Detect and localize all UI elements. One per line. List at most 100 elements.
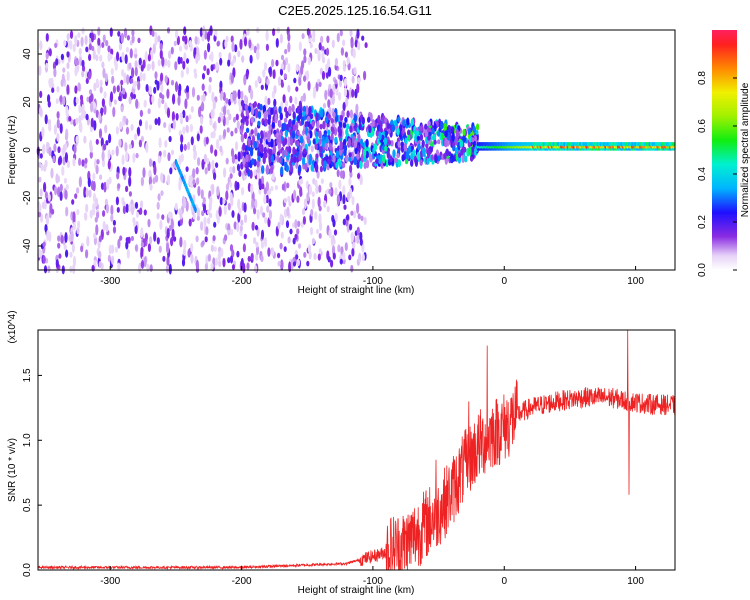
spectrogram-cell xyxy=(353,210,357,219)
spectrogram-cell xyxy=(104,73,108,83)
spectrogram-cell xyxy=(105,39,109,47)
spectrogram-cell xyxy=(327,129,331,136)
spectrogram-cell xyxy=(125,151,129,162)
spectrogram-cell xyxy=(263,61,268,71)
spectrogram-cell xyxy=(253,101,257,108)
spectrogram-cell xyxy=(125,240,129,250)
spectrogram-cell xyxy=(263,194,267,205)
spectrogram-cell xyxy=(197,157,201,167)
spectrogram-cell xyxy=(72,157,76,167)
spectrogram-cell xyxy=(203,153,207,163)
spectrogram-cell xyxy=(132,81,136,89)
spectrogram-cell xyxy=(191,87,196,98)
spectrogram-cell xyxy=(459,139,464,148)
spectrogram-cell xyxy=(43,182,47,193)
spectrogram-cell xyxy=(193,68,197,74)
spectrogram-cell xyxy=(124,54,128,65)
spectrogram-cell xyxy=(432,133,436,142)
spectrogram-cell xyxy=(110,213,114,222)
spectrogram-cell xyxy=(119,121,123,130)
spectrogram-cell xyxy=(353,114,358,123)
spectrogram-cell xyxy=(267,97,271,105)
spectrogram-cell xyxy=(202,202,207,214)
spectrogram-cell xyxy=(181,258,186,267)
spectrogram-cell xyxy=(160,72,164,82)
spectrogram-cell xyxy=(385,159,389,168)
spectrogram-cell xyxy=(118,43,122,51)
spectrogram-cell xyxy=(144,51,148,63)
spectrogram-cell xyxy=(207,253,211,262)
spectrogram-cell xyxy=(396,153,400,159)
spectrogram-cell xyxy=(260,175,265,186)
spectrogram-cell xyxy=(219,57,223,66)
spectrogram-cell xyxy=(250,43,254,50)
spectrogram-cell xyxy=(331,94,335,105)
spectrogram-cell xyxy=(255,108,259,119)
spectrogram-cell xyxy=(106,179,110,190)
spectrogram-cell xyxy=(299,135,304,144)
spectrogram-cell xyxy=(232,90,236,102)
spectrogram-cell xyxy=(128,176,132,187)
spectrogram-cell xyxy=(179,45,183,52)
spectrogram-cell xyxy=(86,235,90,247)
spectrogram-cell xyxy=(161,98,165,105)
spectrogram-cell xyxy=(45,33,49,42)
spectrogram-cell xyxy=(54,186,58,196)
spectrogram-cell xyxy=(216,41,220,47)
spectrogram-cell xyxy=(277,221,281,230)
spectrogram-cell xyxy=(78,176,82,188)
spectrogram-cell xyxy=(336,169,340,178)
spectrogram-cell xyxy=(307,56,311,66)
spectrogram-cell xyxy=(245,127,250,133)
spectrogram-cell xyxy=(168,50,172,59)
spectrogram-cell xyxy=(153,231,157,242)
spectrogram-cell xyxy=(154,118,158,126)
spectrogram-cell xyxy=(250,129,254,135)
spectrogram-cell xyxy=(84,157,88,164)
spectrogram-cell xyxy=(112,106,116,118)
colorbar-ticks: 0.0 0.2 0.4 0.6 0.8 xyxy=(697,71,737,277)
spectrogram-cell xyxy=(163,149,167,158)
spectrogram-cell xyxy=(192,178,196,186)
spectrogram-cell xyxy=(254,224,259,231)
spectrogram-cell xyxy=(304,162,308,172)
spectrogram-cell xyxy=(68,116,72,122)
spectrogram-cell xyxy=(335,150,340,159)
spectrogram-cell xyxy=(48,231,52,242)
spectrogram-cell xyxy=(38,176,42,183)
spectrogram-cell xyxy=(427,135,431,141)
y-tick-label: 1.0 xyxy=(22,433,33,447)
spectrogram-cell xyxy=(128,202,132,213)
spectrogram-x-ticks: -300 -200 -100 0 100 xyxy=(100,266,644,287)
spectrogram-cell xyxy=(368,125,372,134)
spectrogram-cell xyxy=(259,205,264,216)
spectrogram-cell xyxy=(300,95,304,102)
x-tick-label: -300 xyxy=(100,576,120,587)
spectrogram-cell xyxy=(298,41,302,52)
spectrogram-cell xyxy=(90,32,95,43)
spectrogram-cell xyxy=(166,242,170,254)
spectrogram-cell xyxy=(250,183,254,195)
spectrogram-cell xyxy=(295,86,299,92)
spectrogram-cell xyxy=(247,138,251,147)
spectrogram-cell xyxy=(314,143,318,150)
spectrogram-cell xyxy=(110,68,114,76)
spectrogram-cell xyxy=(147,243,151,253)
y-tick-label: 40 xyxy=(22,48,33,60)
spectrogram-cell xyxy=(265,166,269,175)
spectrogram-cell xyxy=(231,210,235,218)
spectrogram-cell xyxy=(123,72,127,84)
spectrogram-cell xyxy=(117,183,121,189)
spectrogram-cell xyxy=(345,128,349,136)
spectrogram-cell xyxy=(243,131,248,140)
spectrogram-cell xyxy=(78,47,82,56)
figure-title: C2E5.2025.125.16.54.G11 xyxy=(278,3,432,18)
spectrogram-cell xyxy=(308,105,312,115)
y-tick-label: 0 xyxy=(22,147,33,153)
spectrogram-cell xyxy=(318,248,322,255)
spectrogram-cell xyxy=(445,148,449,157)
spectrogram-cell xyxy=(144,120,149,131)
spectrogram-cell xyxy=(126,248,130,259)
spectrogram-cell xyxy=(140,135,144,143)
spectrogram-cell xyxy=(231,249,235,258)
